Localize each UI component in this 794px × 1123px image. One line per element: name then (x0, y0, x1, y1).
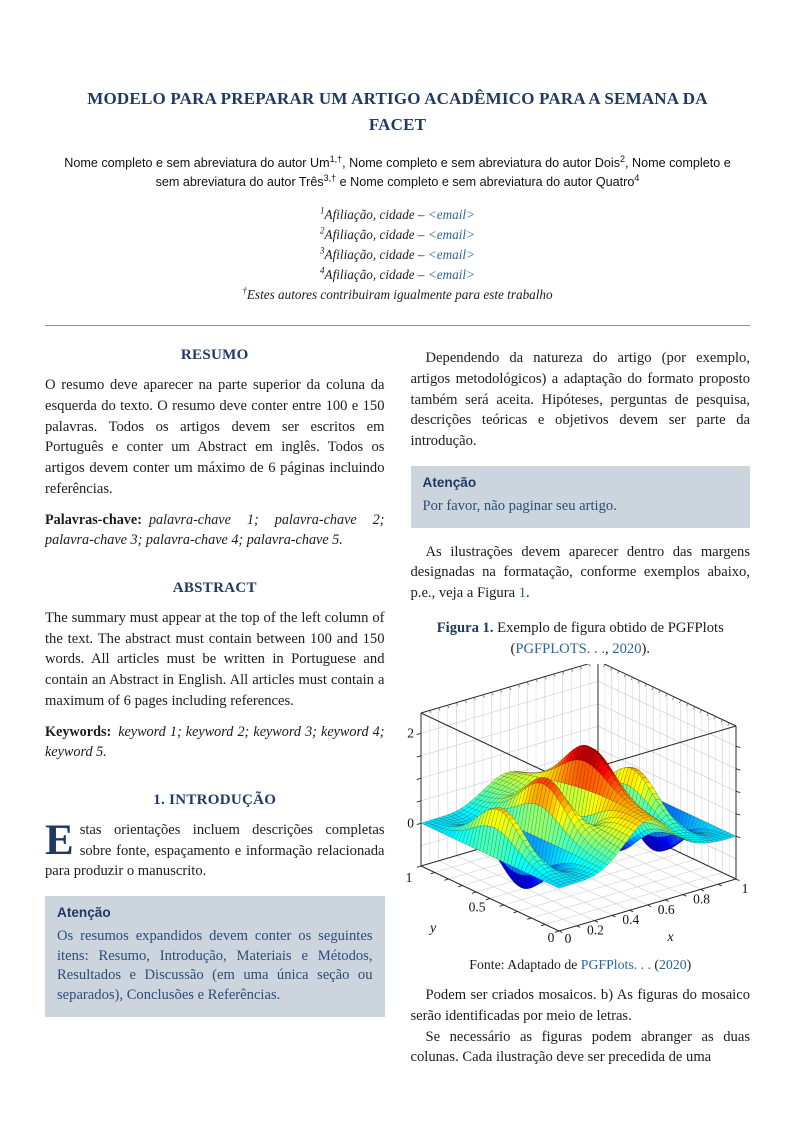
author-3: , Nome completo e sem abreviatura do aut… (155, 155, 731, 190)
atencao-body: Por favor, não paginar seu artigo. (422, 498, 617, 515)
abstract-heading: ABSTRACT (172, 579, 257, 596)
left-column: RESUMO O resumo deve aparecer na parte s… (45, 340, 385, 1068)
atencao-title: Atenção (57, 905, 111, 921)
figure-source-line: Fonte: Adaptado de PGFPlots. . . (2020) (469, 957, 692, 972)
authors-line: Nome completo e sem abreviatura do autor… (64, 153, 731, 190)
two-column-layout: RESUMO O resumo deve aparecer na parte s… (45, 340, 757, 1068)
palavras-chave: Palavras-chave: palavra-chave 1; palavra-… (45, 511, 385, 548)
email-link[interactable]: <email> (427, 206, 475, 222)
author-4: Nome completo e sem abreviatura do autor… (350, 175, 635, 190)
citation-link-pgfplots[interactable]: PGFPLOTS. . . (515, 640, 605, 657)
figure-caption: Figura 1. Exemplo de figura obtido de PG… (436, 620, 724, 657)
atencao-title: Atenção (422, 475, 477, 491)
affiliation-line: 2Afiliação, cidade – <email> (320, 225, 475, 242)
palavras-chave-label: Palavras-chave: (45, 511, 142, 528)
source-link-pgfplots[interactable]: PGFPlots. . . (580, 957, 651, 972)
figure-caption-label: Figura 1. (436, 620, 494, 636)
introducao-heading: 1. INTRODUÇÃO (153, 791, 277, 808)
atencao-box-left: Atenção Os resumos expandidos devem cont… (45, 896, 385, 1017)
keywords-label: Keywords: (45, 723, 112, 740)
affiliation-line: 4Afiliação, cidade – <email> (320, 265, 475, 282)
author-2-sup: 2 (620, 153, 626, 164)
citation-link-year[interactable]: 2020 (612, 640, 642, 657)
paragraph-ilustracoes: As ilustrações devem aparecer dentro das… (410, 543, 751, 602)
thanks-line: †Estes autores contribuiram igualmente p… (242, 285, 553, 302)
figure-3d-surface-plot (404, 664, 757, 954)
email-link[interactable]: <email> (427, 246, 475, 262)
resumo-heading: RESUMO (180, 347, 249, 364)
paper-title: MODELO PARA PREPARAR UM ARTIGO ACADÊMICO… (87, 89, 708, 135)
author-1: Nome completo e sem abreviatura do autor… (64, 155, 330, 170)
email-link[interactable]: <email> (427, 226, 475, 242)
paragraph-dependendo: Dependendo da natureza do artigo (por ex… (410, 350, 751, 450)
abstract-paragraph: The summary must appear at the top of th… (45, 609, 385, 709)
atencao-body: Os resumos expandidos devem conter os se… (57, 928, 373, 1003)
affiliation-line: 1Afiliação, cidade – <email> (320, 205, 475, 222)
affiliation-line: 3Afiliação, cidade – <email> (320, 245, 475, 262)
atencao-box-right: Atenção Por favor, não paginar seu artig… (410, 466, 750, 528)
author-3-sup: 3,† (323, 173, 337, 184)
surface-plot-canvas (404, 664, 757, 954)
author-2: Nome completo e sem abreviatura do autor… (349, 155, 620, 170)
author-1-sup: 1,† (329, 153, 343, 164)
drop-cap: E (45, 816, 74, 864)
header-rule (45, 325, 750, 327)
email-link[interactable]: <email> (427, 266, 475, 282)
affiliations-block: 1Afiliação, cidade – <email> 2Afiliação,… (45, 205, 750, 305)
paragraph-mosaicos: Podem ser criados mosaicos. b) As figura… (410, 987, 751, 1024)
paragraph-duas-colunas: Se necessário as figuras podem abranger … (410, 1028, 751, 1066)
resumo-paragraph: O resumo deve aparecer na parte superior… (45, 377, 385, 498)
keywords: Keywords: keyword 1; keyword 2; keyword 3… (45, 723, 385, 760)
source-link-year[interactable]: 2020 (659, 957, 687, 972)
right-column: Dependendo da natureza do artigo (por ex… (404, 340, 757, 1068)
author-4-sup: 4 (634, 173, 640, 184)
figura-1-ref-link[interactable]: 1 (518, 585, 526, 602)
